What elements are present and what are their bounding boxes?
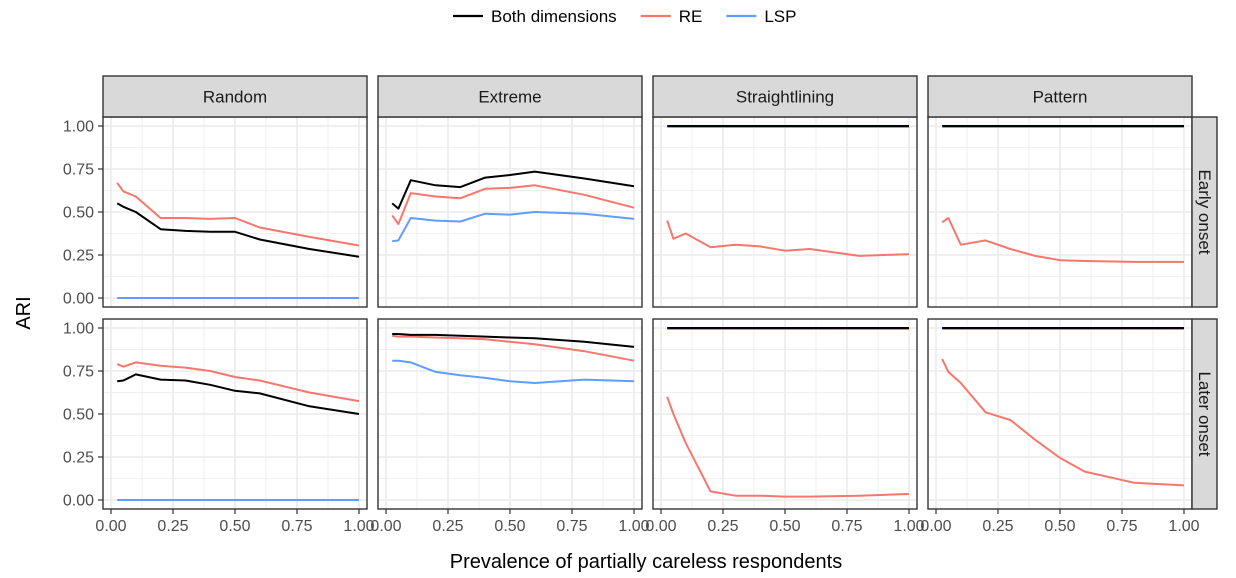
series-line-both-dimensions <box>117 373 360 415</box>
x-tick-label: 1.00 <box>893 518 924 535</box>
x-tick-label: 0.00 <box>370 518 401 535</box>
strip-label: Straightlining <box>736 88 834 107</box>
legend-label: Both dimensions <box>491 7 617 26</box>
strip-straightlining: Straightlining <box>652 75 918 118</box>
strip-background <box>102 75 368 118</box>
series-line-re <box>941 358 1185 487</box>
x-tick-label: 0.00 <box>95 518 126 535</box>
legend: Both dimensions RE LSP <box>453 7 796 26</box>
legend-label: LSP <box>764 7 796 26</box>
y-tick-label: 1.00 <box>63 119 94 136</box>
strip-early-onset: Early onset <box>1191 116 1218 308</box>
y-tick-label: 0.75 <box>63 162 94 179</box>
series-line-re <box>391 184 635 225</box>
strip-random: Random <box>102 75 368 118</box>
strip-label: Extreme <box>478 88 541 107</box>
y-tick-label: 0.25 <box>63 248 94 265</box>
legend-item-both-dimensions: Both dimensions <box>453 7 617 26</box>
x-tick-label: 0.00 <box>645 518 676 535</box>
x-axis-title: Prevalence of partially careless respond… <box>450 551 842 573</box>
series-line-both-dimensions <box>392 333 635 348</box>
series-line-both-dimensions <box>116 202 360 258</box>
series-line-re <box>941 217 1184 263</box>
strip-later-onset: Later onset <box>1191 318 1218 510</box>
strip-label: Pattern <box>1033 88 1088 107</box>
x-tick-label: 1.00 <box>1168 518 1199 535</box>
x-tick-label: 1.00 <box>343 518 374 535</box>
x-tick-label: 0.50 <box>219 518 250 535</box>
x-tick-label: 0.75 <box>1106 518 1137 535</box>
x-tick-label: 0.00 <box>920 518 951 535</box>
series-line-re <box>116 361 360 403</box>
y-tick-label: 0.50 <box>63 205 94 222</box>
panel-later-onset-straightlining <box>652 318 918 510</box>
x-tick-label: 0.75 <box>556 518 587 535</box>
strip-label: Early onset <box>1195 169 1214 254</box>
y-tick-label: 0.00 <box>63 493 94 510</box>
axes: 0.000.250.500.751.000.000.250.500.751.00… <box>63 119 1200 536</box>
strip-background <box>927 75 1193 118</box>
x-tick-label: 0.75 <box>831 518 862 535</box>
y-tick-label: 1.00 <box>63 321 94 338</box>
strip-pattern: Pattern <box>927 75 1193 118</box>
x-tick-label: 0.50 <box>494 518 525 535</box>
strip-background <box>652 75 918 118</box>
panel-later-onset-random <box>102 318 368 510</box>
panel-early-onset-pattern <box>927 116 1193 308</box>
series-line-re <box>392 334 635 362</box>
panel-later-onset-pattern <box>927 318 1193 510</box>
x-tick-label: 0.50 <box>769 518 800 535</box>
legend-label: RE <box>679 7 703 26</box>
panel-early-onset-straightlining <box>652 116 918 308</box>
y-tick-label: 0.50 <box>63 407 94 424</box>
series-line-re <box>666 220 910 257</box>
y-tick-label: 0.00 <box>63 291 94 308</box>
x-tick-label: 0.25 <box>707 518 738 535</box>
panel-early-onset-extreme <box>377 116 643 308</box>
legend-item-re: RE <box>640 7 703 26</box>
x-tick-label: 0.25 <box>982 518 1013 535</box>
strip-background <box>1191 116 1218 308</box>
series-line-lsp <box>392 359 635 384</box>
panel-early-onset-random <box>102 116 368 308</box>
strip-background <box>377 75 643 118</box>
strip-extreme: Extreme <box>377 75 643 118</box>
x-tick-label: 0.25 <box>157 518 188 535</box>
series-line-lsp <box>392 211 635 243</box>
panel-later-onset-extreme <box>377 318 643 510</box>
strip-background <box>1191 318 1218 510</box>
y-tick-label: 0.25 <box>63 450 94 467</box>
strip-label: Random <box>203 88 267 107</box>
strips: Random Extreme Straightlining Pattern Early … <box>102 75 1218 510</box>
strip-label: Later onset <box>1195 371 1214 456</box>
x-tick-label: 0.50 <box>1044 518 1075 535</box>
y-axis-title: ARI <box>13 296 35 329</box>
y-tick-label: 0.75 <box>63 364 94 381</box>
x-tick-label: 1.00 <box>618 518 649 535</box>
x-tick-label: 0.75 <box>281 518 312 535</box>
series-line-re <box>666 396 910 498</box>
series-line-re <box>116 182 360 247</box>
legend-item-lsp: LSP <box>726 7 796 26</box>
panels <box>102 116 1193 510</box>
x-tick-label: 0.25 <box>432 518 463 535</box>
series-line-both-dimensions <box>391 170 635 210</box>
